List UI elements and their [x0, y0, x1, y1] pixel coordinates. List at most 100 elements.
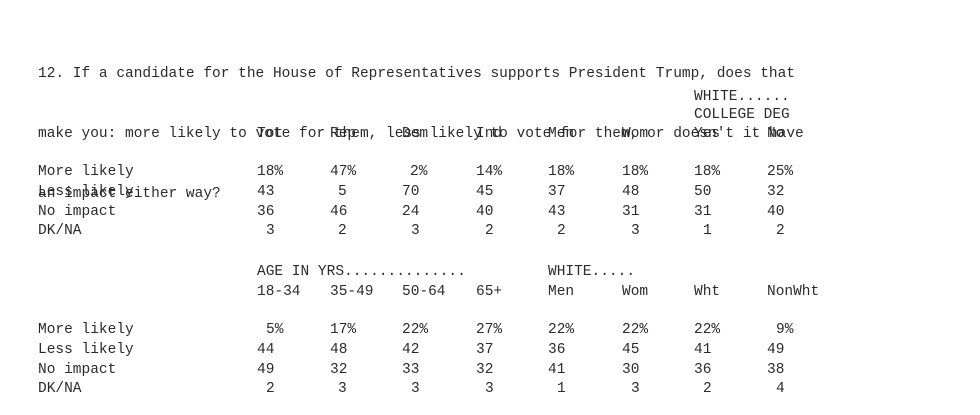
- question-line-2: make you: more likely to vote for them, …: [38, 126, 804, 142]
- column-header: Yes: [694, 126, 721, 142]
- table-cell: 5: [338, 184, 347, 200]
- table-cell: 18%: [622, 164, 649, 180]
- table-cell: 3: [266, 223, 275, 239]
- table-cell: 22%: [694, 322, 721, 338]
- table-cell: 18%: [257, 164, 284, 180]
- table-cell: 49: [767, 342, 785, 358]
- table-cell: 47%: [330, 164, 357, 180]
- table-cell: 30: [622, 362, 640, 378]
- table-cell: 2: [703, 381, 712, 397]
- table-cell: 3: [411, 223, 420, 239]
- table-cell: 17%: [330, 322, 357, 338]
- row-label: Less likely: [38, 184, 134, 200]
- table-cell: 33: [402, 362, 420, 378]
- table-cell: 9%: [776, 322, 794, 338]
- group-header-white: WHITE.....: [548, 264, 636, 280]
- table-cell: 2: [266, 381, 275, 397]
- table-cell: 18%: [694, 164, 721, 180]
- table-cell: 2: [338, 223, 347, 239]
- table-cell: 3: [338, 381, 347, 397]
- table-cell: 32: [476, 362, 494, 378]
- table-cell: 3: [411, 381, 420, 397]
- table-cell: 48: [622, 184, 640, 200]
- column-header: Wht: [694, 284, 721, 300]
- column-header: Wom: [622, 284, 649, 300]
- table-cell: 36: [548, 342, 566, 358]
- table-cell: 36: [257, 204, 275, 220]
- table-cell: 22%: [622, 322, 649, 338]
- table-cell: 3: [631, 381, 640, 397]
- table-cell: 2: [557, 223, 566, 239]
- row-label: DK/NA: [38, 381, 82, 397]
- column-header: Men: [548, 126, 575, 142]
- column-header: Tot: [257, 126, 284, 142]
- table-cell: 70: [402, 184, 420, 200]
- column-header: Men: [548, 284, 575, 300]
- table-cell: 27%: [476, 322, 503, 338]
- column-header: 65+: [476, 284, 503, 300]
- table-cell: 2: [776, 223, 785, 239]
- column-header: Rep: [330, 126, 357, 142]
- table-cell: 3: [485, 381, 494, 397]
- table-cell: 38: [767, 362, 785, 378]
- table-cell: 4: [776, 381, 785, 397]
- group-header-college-deg: COLLEGE DEG: [694, 107, 790, 123]
- table-cell: 22%: [548, 322, 575, 338]
- row-label: DK/NA: [38, 223, 82, 239]
- table-2-group-header-row: AGE IN YRS.............. WHITE.....: [0, 262, 980, 282]
- table-cell: 45: [622, 342, 640, 358]
- table-cell: 5%: [266, 322, 284, 338]
- table-cell: 50: [694, 184, 712, 200]
- table-cell: 32: [767, 184, 785, 200]
- table-row: No impact 36 46 24 40 43 31 31 40: [0, 202, 980, 222]
- column-header: Dem: [402, 126, 429, 142]
- table-cell: 43: [257, 184, 275, 200]
- table-cell: 44: [257, 342, 275, 358]
- column-header: Wom: [622, 126, 649, 142]
- table-cell: 48: [330, 342, 348, 358]
- table-cell: 45: [476, 184, 494, 200]
- table-cell: 49: [257, 362, 275, 378]
- column-header: 18-34: [257, 284, 301, 300]
- row-label: More likely: [38, 322, 134, 338]
- table-cell: 37: [548, 184, 566, 200]
- question-line-3: an impact either way?: [38, 186, 221, 202]
- column-header: Ind: [476, 126, 503, 142]
- table-cell: 1: [557, 381, 566, 397]
- question-line-1: 12. If a candidate for the House of Repr…: [38, 66, 796, 82]
- table-cell: 31: [622, 204, 640, 220]
- table-cell: 22%: [402, 322, 429, 338]
- table-cell: 32: [330, 362, 348, 378]
- table-cell: 24: [402, 204, 420, 220]
- row-label: No impact: [38, 204, 117, 220]
- table-row: More likely 5% 17% 22% 27% 22% 22% 22% 9…: [0, 320, 980, 340]
- table-cell: 43: [548, 204, 566, 220]
- table-1-header-row: Tot Rep Dem Ind Men Wom Yes No: [0, 124, 980, 144]
- table-cell: 40: [476, 204, 494, 220]
- table-cell: 31: [694, 204, 712, 220]
- table-cell: 2: [485, 223, 494, 239]
- table-cell: 36: [694, 362, 712, 378]
- table-row: Less likely 44 48 42 37 36 45 41 49: [0, 340, 980, 360]
- table-cell: 25%: [767, 164, 794, 180]
- row-label: No impact: [38, 362, 117, 378]
- column-header: NonWht: [767, 284, 820, 300]
- row-label: Less likely: [38, 342, 134, 358]
- table-cell: 1: [703, 223, 712, 239]
- row-label: More likely: [38, 164, 134, 180]
- table-cell: 41: [694, 342, 712, 358]
- table-row: No impact 49 32 33 32 41 30 36 38: [0, 360, 980, 380]
- table-cell: 46: [330, 204, 348, 220]
- table-row: Less likely 43 5 70 45 37 48 50 32: [0, 182, 980, 202]
- group-header-white: WHITE......: [694, 89, 790, 105]
- column-header: 35-49: [330, 284, 374, 300]
- table-cell: 40: [767, 204, 785, 220]
- table-row: DK/NA 2 3 3 3 1 3 2 4: [0, 379, 980, 399]
- table-cell: 14%: [476, 164, 503, 180]
- table-row: DK/NA 3 2 3 2 2 3 1 2: [0, 221, 980, 241]
- table-cell: 37: [476, 342, 494, 358]
- column-header: 50-64: [402, 284, 446, 300]
- table-row: More likely 18% 47% 2% 14% 18% 18% 18% 2…: [0, 162, 980, 182]
- table-cell: 18%: [548, 164, 575, 180]
- group-header-age: AGE IN YRS..............: [257, 264, 466, 280]
